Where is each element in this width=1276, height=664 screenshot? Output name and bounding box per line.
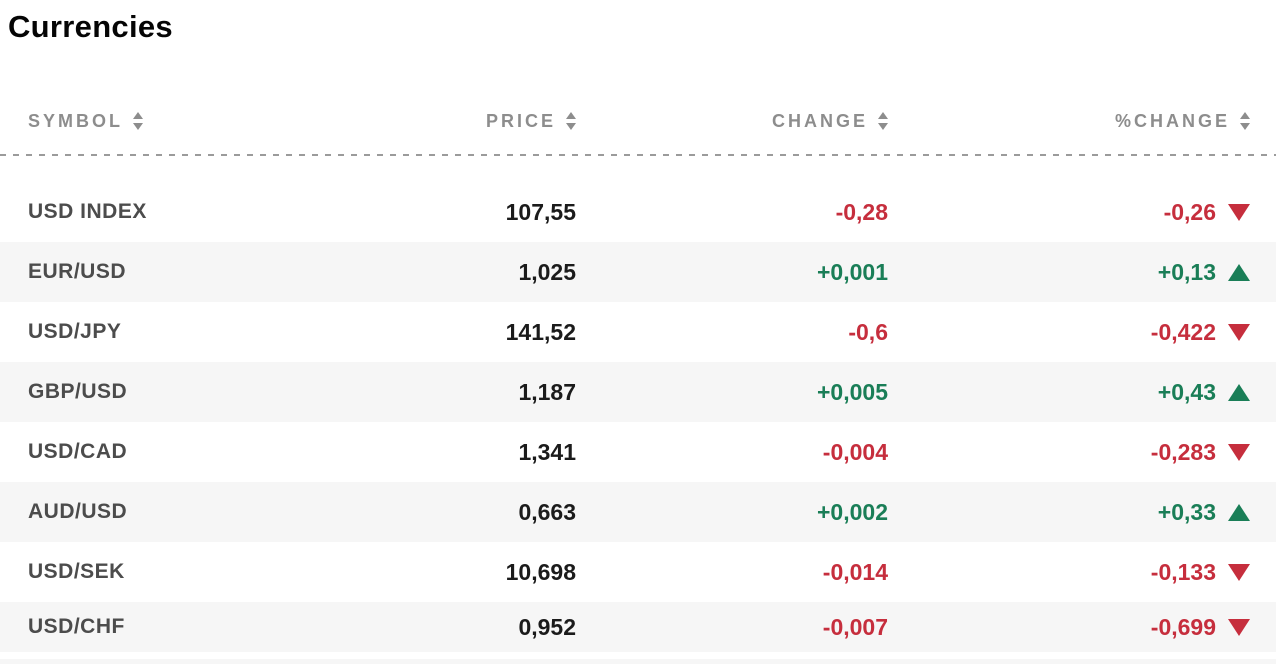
pct-change-value: +0,43 bbox=[1157, 378, 1216, 405]
pct-change-value: -0,422 bbox=[1150, 318, 1216, 345]
down-triangle-icon bbox=[1228, 323, 1250, 341]
change-cell: +0,005 bbox=[817, 378, 888, 405]
down-triangle-icon bbox=[1228, 203, 1250, 221]
pct-change-cell: +0,13 bbox=[888, 259, 1276, 286]
price-cell: 1,025 bbox=[518, 258, 576, 285]
pct-change-cell: -0,133 bbox=[888, 559, 1276, 586]
sort-icon bbox=[566, 112, 576, 130]
down-triangle-icon bbox=[1228, 443, 1250, 461]
table-body: USD INDEX 107,55 -0,28 -0,26 EUR/USD 1,0… bbox=[0, 182, 1276, 652]
column-header-price[interactable]: PRICE bbox=[420, 111, 576, 132]
sort-icon bbox=[878, 112, 888, 130]
table-row[interactable]: AUD/USD 0,663 +0,002 +0,33 bbox=[0, 482, 1276, 542]
pct-change-cell: -0,26 bbox=[888, 199, 1276, 226]
change-cell: +0,001 bbox=[817, 258, 888, 285]
column-header-symbol[interactable]: SYMBOL bbox=[0, 111, 420, 132]
pct-change-cell: +0,43 bbox=[888, 379, 1276, 406]
pct-change-cell: -0,422 bbox=[888, 319, 1276, 346]
change-cell: -0,007 bbox=[822, 613, 888, 640]
header-separator bbox=[0, 154, 1276, 156]
table-row[interactable]: USD/CAD 1,341 -0,004 -0,283 bbox=[0, 422, 1276, 482]
change-cell: -0,6 bbox=[848, 318, 888, 345]
table-header: SYMBOL PRICE CHANGE %CHANGE bbox=[0, 100, 1276, 142]
symbol-cell[interactable]: USD INDEX bbox=[28, 200, 147, 223]
currencies-table: SYMBOL PRICE CHANGE %CHANGE USD INDEX 10… bbox=[0, 100, 1276, 664]
sort-icon bbox=[133, 112, 144, 130]
change-cell: -0,014 bbox=[822, 558, 888, 585]
table-row[interactable]: USD INDEX 107,55 -0,28 -0,26 bbox=[0, 182, 1276, 242]
column-header-price-label: PRICE bbox=[485, 110, 556, 131]
up-triangle-icon bbox=[1228, 383, 1250, 401]
symbol-cell[interactable]: GBP/USD bbox=[28, 380, 128, 403]
change-cell: -0,004 bbox=[822, 438, 888, 465]
symbol-cell[interactable]: USD/JPY bbox=[28, 320, 122, 343]
pct-change-value: +0,13 bbox=[1157, 258, 1216, 285]
symbol-cell[interactable]: USD/SEK bbox=[28, 560, 125, 583]
symbol-cell[interactable]: USD/CHF bbox=[28, 615, 125, 638]
column-header-symbol-label: SYMBOL bbox=[28, 110, 124, 131]
pct-change-value: -0,283 bbox=[1150, 438, 1216, 465]
down-triangle-icon bbox=[1228, 563, 1250, 581]
pct-change-value: -0,133 bbox=[1150, 558, 1216, 585]
symbol-cell[interactable]: EUR/USD bbox=[28, 260, 127, 283]
down-triangle-icon bbox=[1228, 618, 1250, 636]
pct-change-value: +0,33 bbox=[1157, 498, 1216, 525]
change-cell: -0,28 bbox=[835, 198, 888, 225]
page-title: Currencies bbox=[8, 9, 173, 44]
price-cell: 10,698 bbox=[505, 558, 576, 585]
pct-change-value: -0,26 bbox=[1163, 198, 1216, 225]
column-header-change[interactable]: CHANGE bbox=[576, 111, 888, 132]
column-header-pct-change[interactable]: %CHANGE bbox=[888, 111, 1276, 132]
table-row[interactable]: USD/CHF 0,952 -0,007 -0,699 bbox=[0, 602, 1276, 652]
partial-next-row bbox=[0, 659, 1276, 664]
price-cell: 141,52 bbox=[505, 318, 576, 345]
pct-change-cell: -0,283 bbox=[888, 439, 1276, 466]
pct-change-cell: -0,699 bbox=[888, 614, 1276, 641]
column-header-pct-change-label: %CHANGE bbox=[1114, 110, 1230, 131]
symbol-cell[interactable]: USD/CAD bbox=[28, 440, 128, 463]
pct-change-cell: +0,33 bbox=[888, 499, 1276, 526]
price-cell: 0,663 bbox=[518, 498, 576, 525]
sort-icon bbox=[1240, 112, 1250, 130]
pct-change-value: -0,699 bbox=[1150, 613, 1216, 640]
column-header-change-label: CHANGE bbox=[771, 110, 868, 131]
price-cell: 1,341 bbox=[518, 438, 576, 465]
table-row[interactable]: USD/JPY 141,52 -0,6 -0,422 bbox=[0, 302, 1276, 362]
table-row[interactable]: EUR/USD 1,025 +0,001 +0,13 bbox=[0, 242, 1276, 302]
table-row[interactable]: GBP/USD 1,187 +0,005 +0,43 bbox=[0, 362, 1276, 422]
price-cell: 0,952 bbox=[518, 613, 576, 640]
price-cell: 1,187 bbox=[518, 378, 576, 405]
price-cell: 107,55 bbox=[505, 198, 576, 225]
symbol-cell[interactable]: AUD/USD bbox=[28, 500, 128, 523]
up-triangle-icon bbox=[1228, 503, 1250, 521]
table-row[interactable]: USD/SEK 10,698 -0,014 -0,133 bbox=[0, 542, 1276, 602]
change-cell: +0,002 bbox=[817, 498, 888, 525]
up-triangle-icon bbox=[1228, 263, 1250, 281]
